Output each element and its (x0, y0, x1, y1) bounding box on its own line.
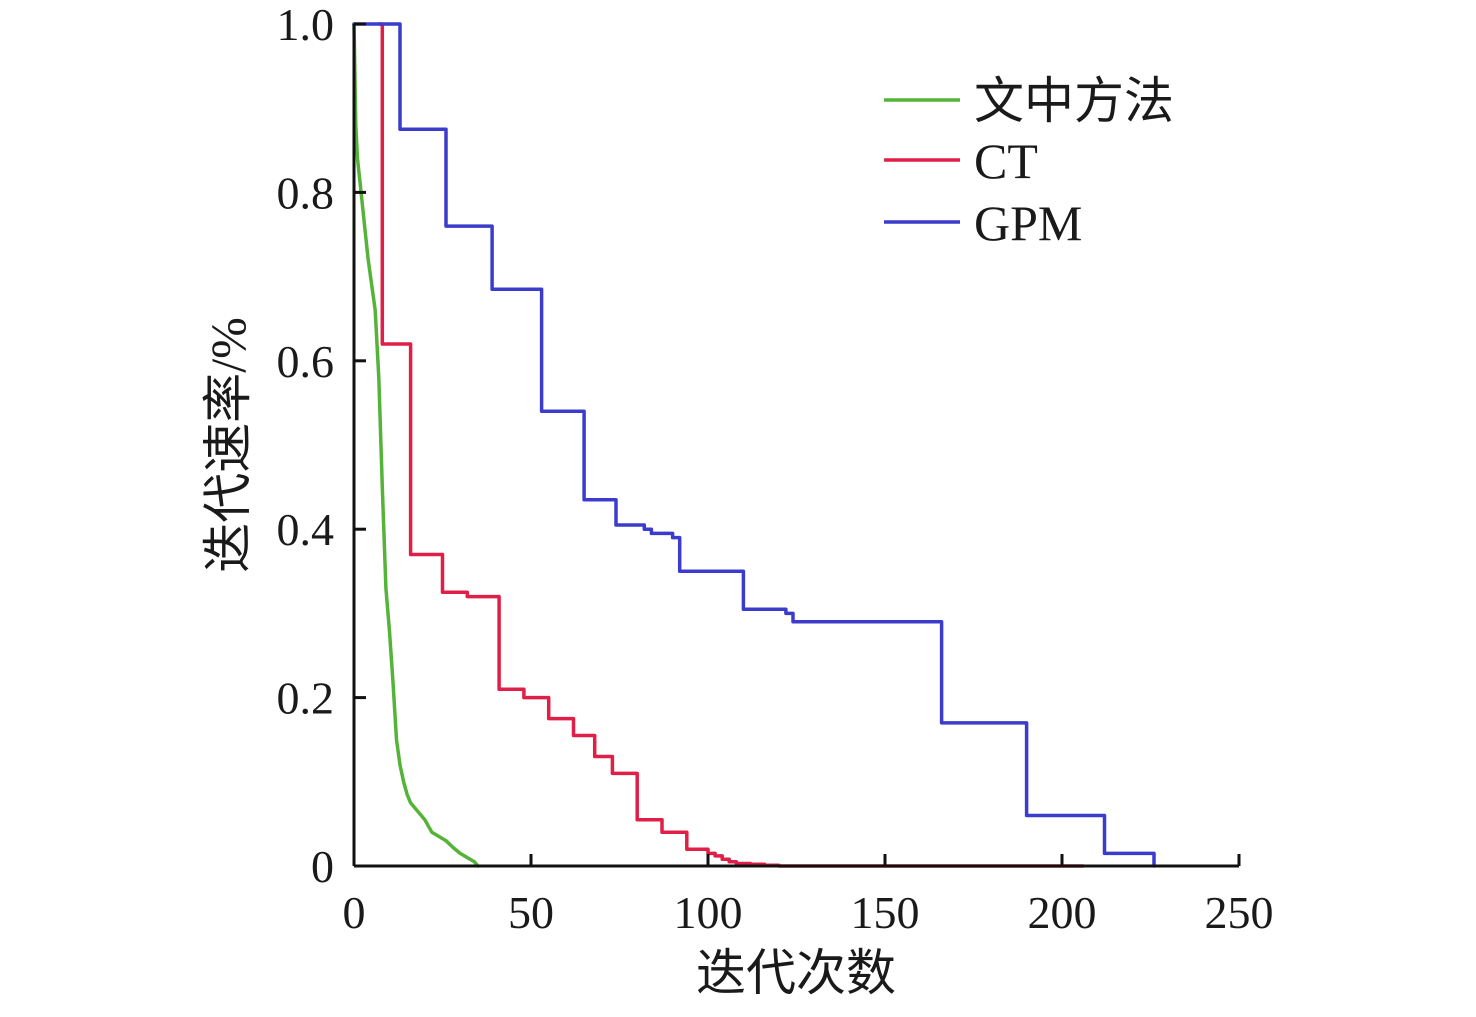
x-tick-label: 150 (851, 887, 920, 938)
tick-labels: 0 50 100 150 200 250 0 0.2 0.4 0.6 0.8 1.0 (277, 0, 1274, 938)
x-tick-label: 0 (343, 887, 366, 938)
plot-area (352, 22, 1156, 868)
y-tick-label: 0.6 (277, 336, 335, 387)
tick-marks (352, 22, 1241, 868)
y-axis-title: 迭代速率/% (200, 317, 256, 573)
x-tick-label: 250 (1205, 887, 1274, 938)
y-tick-label: 0 (311, 841, 334, 892)
x-tick-label: 100 (674, 887, 743, 938)
x-tick-label: 50 (508, 887, 554, 938)
legend-label: CT (974, 133, 1038, 189)
series-line-1 (352, 22, 480, 868)
y-tick-label: 0.4 (277, 504, 335, 555)
y-tick-label: 0.2 (277, 673, 335, 724)
x-tick-label: 200 (1028, 887, 1097, 938)
series-line-2 (377, 22, 1085, 868)
x-axis-title: 迭代次数 (696, 945, 896, 1001)
y-tick-label: 0.8 (277, 167, 335, 218)
axes (352, 24, 1239, 868)
y-tick-label: 1.0 (277, 0, 335, 50)
legend-label: GPM (974, 195, 1082, 251)
legend-label: 文中方法 (974, 73, 1174, 129)
series-line-3 (352, 22, 1156, 868)
